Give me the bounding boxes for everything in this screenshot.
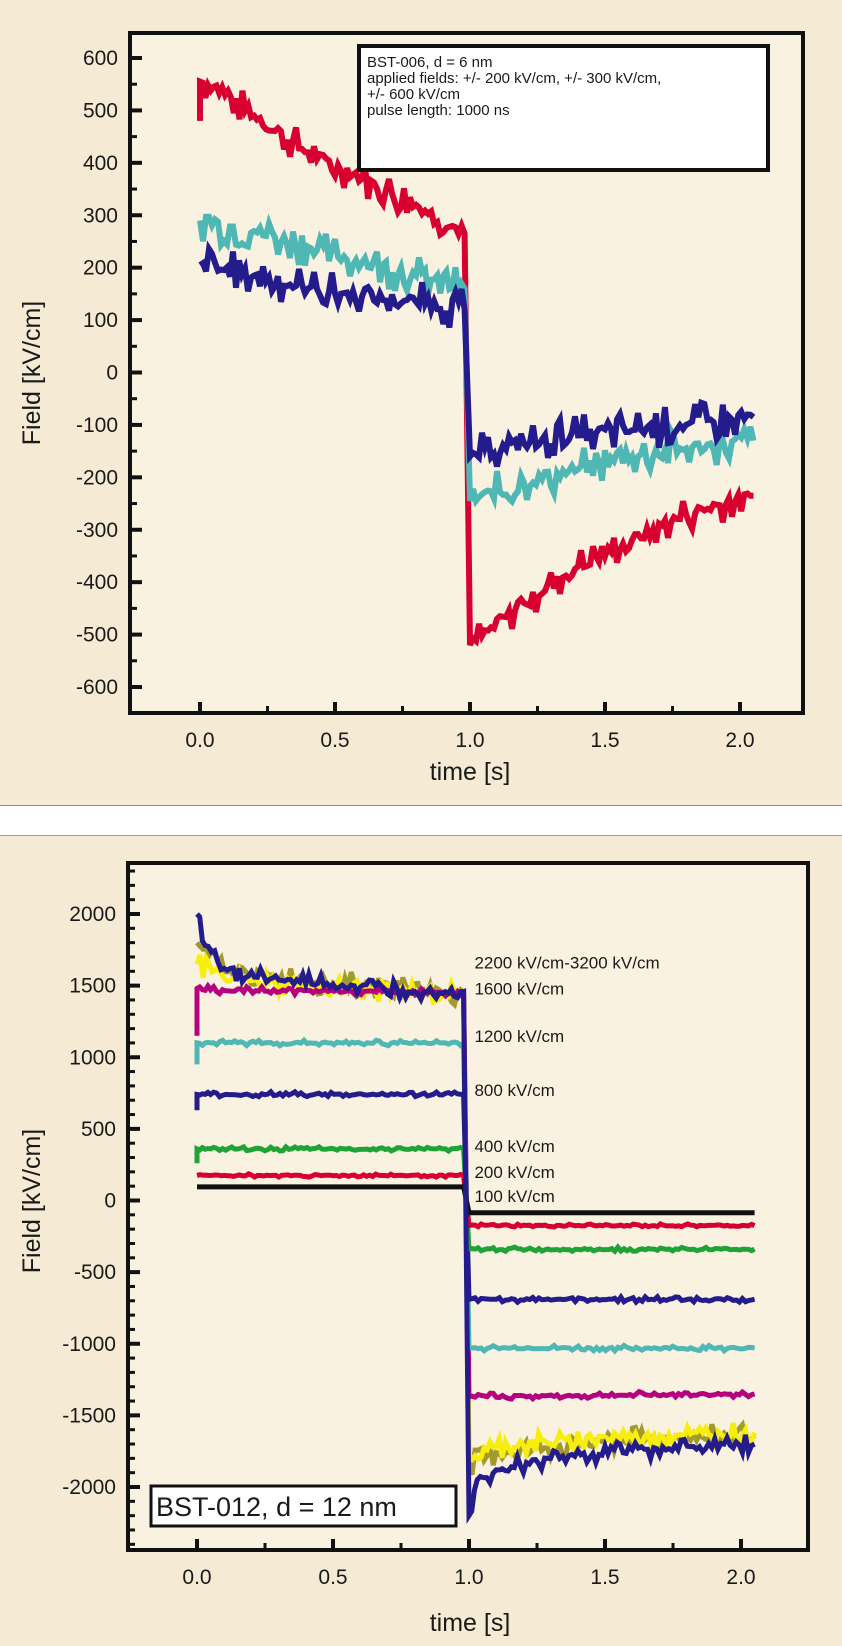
y-tick-label: 200 (83, 257, 118, 280)
series-line (198, 240, 756, 468)
x-axis-title: time [s] (430, 758, 511, 786)
x-tick-label: 0.5 (320, 729, 349, 752)
x-tick-label: 2.0 (726, 1566, 755, 1589)
y-tick-label: 500 (83, 99, 118, 122)
y-tick-label: 0 (106, 362, 118, 385)
x-tick-label: 1.0 (454, 1566, 483, 1589)
series-group (194, 912, 757, 1524)
y-tick-label: -1000 (62, 1333, 116, 1356)
y-axis-title: Field [kV/cm] (18, 1129, 46, 1273)
series-label: 100 kV/cm (474, 1187, 554, 1206)
chart-panel-bst006: 600 500 400 300 200 100 0 -100 -200 -300 -400 -500 -… (0, 0, 842, 806)
annotation-line: +/- 600 kV/cm (367, 86, 460, 103)
y-tick-label: -2000 (62, 1476, 116, 1499)
y-tick-label: 1500 (69, 975, 116, 998)
x-tick-label: 1.5 (590, 729, 619, 752)
series-line (195, 912, 756, 1524)
series-line (197, 1184, 755, 1216)
y-tick-label: -200 (76, 466, 118, 489)
y-tick-label: 2000 (69, 903, 116, 926)
series-label: 400 kV/cm (474, 1137, 554, 1156)
series-line (194, 1088, 756, 1306)
x-axis-title: time [s] (430, 1609, 511, 1637)
series-line (197, 76, 754, 647)
x-tick-label: 0.0 (182, 1566, 211, 1589)
y-tick-label: 100 (83, 309, 118, 332)
x-tick-label: 0.0 (185, 729, 214, 752)
series-labels: 2200 kV/cm-3200 kV/cm 1600 kV/cm 1200 kV/c… (474, 954, 659, 1206)
y-tick-label: 400 (83, 152, 118, 175)
y-tick-label: 1000 (69, 1046, 116, 1069)
y-tick-label: -1500 (62, 1404, 116, 1427)
series-group (197, 76, 757, 647)
series-label: 1600 kV/cm (474, 979, 564, 998)
y-tick-label: -600 (76, 676, 118, 699)
series-label: 2200 kV/cm-3200 kV/cm (474, 954, 659, 973)
series-line (195, 941, 757, 1476)
y-axis-title: Field [kV/cm] (18, 301, 46, 445)
series-label: 800 kV/cm (474, 1081, 554, 1100)
series-label: 1200 kV/cm (474, 1027, 564, 1046)
x-tick-label: 0.5 (318, 1566, 347, 1589)
annotation-line: pulse length: 1000 ns (367, 102, 510, 119)
y-tick-label: -500 (74, 1261, 116, 1284)
x-tick-label: 2.0 (725, 729, 754, 752)
chart-bst006: 600 500 400 300 200 100 0 -100 -200 -300 -400 -500 -… (18, 31, 805, 786)
chart-panel-bst012: 2000 1500 1000 500 0 -500 -1000 -1500 -2000 0.0 0… (0, 835, 842, 1646)
y-tick-label: -400 (76, 571, 118, 594)
y-tick-label: -100 (76, 414, 118, 437)
series-line (194, 1143, 756, 1255)
x-tick-label: 1.5 (590, 1566, 619, 1589)
series-line (197, 213, 757, 511)
sample-label: BST-012, d = 12 nm (156, 1492, 397, 1522)
y-tick-label: 0 (104, 1190, 116, 1213)
y-tick-label: 500 (81, 1118, 116, 1141)
annotation-box: BST-006, d = 6 nm applied fields: +/- 20… (357, 44, 770, 172)
x-tick-label: 1.0 (455, 729, 484, 752)
y-tick-label: -300 (76, 519, 118, 542)
x-axis: 0.0 0.5 1.0 1.5 2.0 (185, 702, 755, 752)
y-axis: 2000 1500 1000 500 0 -500 -1000 -1500 -2000 (62, 869, 140, 1546)
y-axis: 600 500 400 300 200 100 0 -100 -200 -300 -400 -500 -… (76, 47, 142, 699)
annotation-line: BST-006, d = 6 nm (367, 54, 493, 71)
sample-label-box: BST-012, d = 12 nm (149, 1484, 458, 1528)
series-line (196, 1170, 756, 1230)
annotation-line: applied fields: +/- 200 kV/cm, +/- 300 k… (367, 70, 661, 87)
y-tick-label: 600 (83, 47, 118, 70)
x-axis: 0.0 0.5 1.0 1.5 2.0 (182, 1539, 756, 1589)
series-line (194, 1036, 756, 1355)
series-label: 200 kV/cm (474, 1163, 554, 1182)
y-tick-label: 300 (83, 204, 118, 227)
y-tick-label: -500 (76, 624, 118, 647)
series-line (194, 981, 756, 1403)
